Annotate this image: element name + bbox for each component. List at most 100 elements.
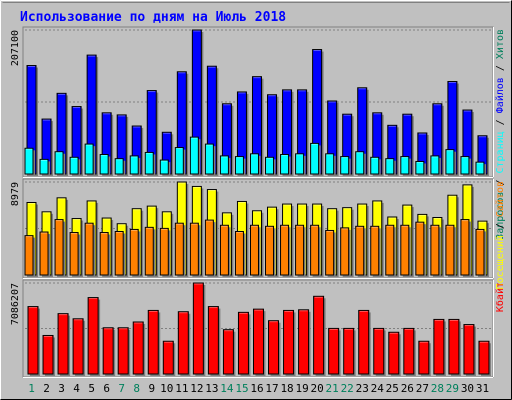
x-tick-label: 6 [103, 382, 110, 395]
bar-Страниц-day-7 [114, 158, 126, 176]
bar-Кбайт-day-8 [132, 321, 146, 376]
bar-Сайтов-day-12 [189, 222, 201, 277]
x-tick-label: 22 [341, 382, 354, 395]
bar-Сайтов-day-21 [325, 229, 336, 277]
bar-Сайтов-day-7 [114, 230, 126, 277]
bar-Сайтов-day-29 [445, 224, 456, 277]
chart-panels: 207100 Запросов / Страниц / Файлов / Хито… [10, 26, 506, 378]
bar-Кбайт-day-16 [252, 308, 266, 376]
x-tick-label: 26 [401, 382, 414, 395]
x-tick-label: 23 [356, 382, 369, 395]
legend-entry: Запросов [495, 192, 506, 240]
bar-Кбайт-day-27 [418, 340, 431, 376]
bar-Страниц-day-1 [24, 147, 35, 176]
bar-Страниц-day-6 [99, 154, 111, 176]
bar-Страниц-day-9 [144, 151, 156, 176]
bar-Кбайт-day-29 [448, 318, 461, 376]
x-axis-tick-labels: 1 2 3 4 5 6 7 8 9 10 11 12 13 14 15 16 17 18 19 20 21 22 23 24 2… [28, 382, 489, 395]
x-tick-label: 19 [295, 382, 308, 395]
bar-Кбайт-day-15 [237, 311, 251, 376]
x-tick-label: 17 [265, 382, 278, 395]
bar-Сайтов-day-2 [39, 231, 51, 277]
bar-Сайтов-day-10 [159, 227, 171, 277]
bar-Страниц-day-4 [69, 156, 81, 176]
bar-Страниц-day-28 [430, 155, 441, 176]
bar-Кбайт-day-30 [463, 324, 476, 376]
bar-Сайтов-day-14 [219, 224, 231, 277]
bar-Кбайт-day-5 [87, 297, 101, 376]
bar-Сайтов-day-22 [340, 227, 351, 277]
bar-Кбайт-day-23 [358, 309, 371, 376]
x-tick-label: 7 [118, 382, 125, 395]
legend-separator: / [495, 59, 506, 77]
bar-Страниц-day-14 [219, 155, 231, 176]
x-tick-label: 9 [148, 382, 155, 395]
x-tick-label: 1 [28, 382, 35, 395]
bar-Кбайт-day-22 [343, 327, 356, 376]
bar-Страниц-day-27 [415, 160, 426, 176]
bar-Сайтов-day-25 [385, 224, 396, 277]
legend-separator: / [495, 174, 506, 192]
x-tick-label: 16 [250, 382, 263, 395]
x-tick-label: 20 [311, 382, 324, 395]
bar-Кбайт-day-13 [207, 306, 221, 376]
legend-entry: Кбайт [494, 282, 506, 312]
legend-sites-visits: Посещений / Сайтов [494, 181, 506, 289]
bar-Сайтов-day-24 [370, 225, 381, 277]
bar-Сайтов-day-18 [280, 224, 291, 277]
x-tick-label: 2 [43, 382, 50, 395]
x-tick-label: 25 [386, 382, 399, 395]
bar-Страниц-day-26 [400, 156, 411, 176]
bar-Сайтов-day-8 [129, 228, 141, 277]
x-tick-label: 11 [175, 382, 188, 395]
y-axis-max-label: 207100 [10, 30, 21, 66]
series-Страниц [24, 136, 486, 176]
bar-Страниц-day-19 [295, 153, 306, 176]
chart-title: Использование по дням на Июль 2018 [20, 10, 286, 25]
bar-Сайтов-day-31 [475, 228, 486, 277]
x-tick-label: 4 [73, 382, 80, 395]
bar-Страниц-day-12 [189, 136, 201, 176]
panel-hits-files-pages: 207100 Запросов / Страниц / Файлов / Хито… [10, 26, 506, 240]
bar-Сайтов-day-23 [355, 225, 366, 277]
bar-Сайтов-day-9 [144, 226, 156, 277]
bar-Сайтов-day-13 [204, 219, 216, 277]
x-tick-label: 27 [416, 382, 429, 395]
x-tick-label: 10 [160, 382, 173, 395]
legend-entry: Посещений [494, 235, 506, 289]
legend-entry: Страниц [495, 131, 506, 173]
legend-kbytes: Кбайт [494, 282, 506, 312]
bar-Кбайт-day-6 [102, 327, 116, 376]
x-tick-label: 3 [58, 382, 65, 395]
legend-hits-files-pages: Запросов / Страниц / Файлов / Хитов [494, 29, 506, 240]
bar-Сайтов-day-28 [430, 224, 441, 277]
bar-Страниц-day-30 [460, 156, 471, 176]
bar-Сайтов-day-20 [310, 224, 321, 277]
x-tick-label: 12 [190, 382, 203, 395]
bar-Страниц-day-2 [39, 158, 51, 176]
x-tick-label: 28 [431, 382, 444, 395]
x-tick-label: 14 [220, 382, 234, 395]
bar-Страниц-day-21 [325, 153, 336, 176]
bar-Кбайт-day-10 [162, 340, 176, 376]
bar-Кбайт-day-12 [192, 282, 206, 376]
bar-Страниц-day-5 [84, 143, 96, 176]
x-tick-label: 31 [476, 382, 489, 395]
bar-Сайтов-day-11 [174, 222, 186, 277]
x-tick-label: 18 [280, 382, 293, 395]
bar-Страниц-day-25 [385, 158, 396, 176]
bar-Сайтов-day-3 [54, 219, 66, 277]
bar-Страниц-day-31 [475, 161, 486, 176]
legend-separator: / [495, 217, 506, 235]
legend-entry: Файлов [494, 77, 506, 113]
bar-Страниц-day-13 [204, 143, 216, 176]
legend-separator: / [495, 113, 506, 131]
bar-Страниц-day-16 [249, 153, 261, 176]
bar-Страниц-day-29 [445, 149, 456, 176]
bar-Кбайт-day-2 [42, 334, 56, 376]
x-tick-label: 8 [133, 382, 140, 395]
bar-Сайтов-day-15 [234, 230, 246, 277]
bar-Страниц-day-24 [370, 156, 381, 176]
x-tick-label: 15 [235, 382, 248, 395]
bar-Кбайт-day-28 [433, 318, 446, 376]
